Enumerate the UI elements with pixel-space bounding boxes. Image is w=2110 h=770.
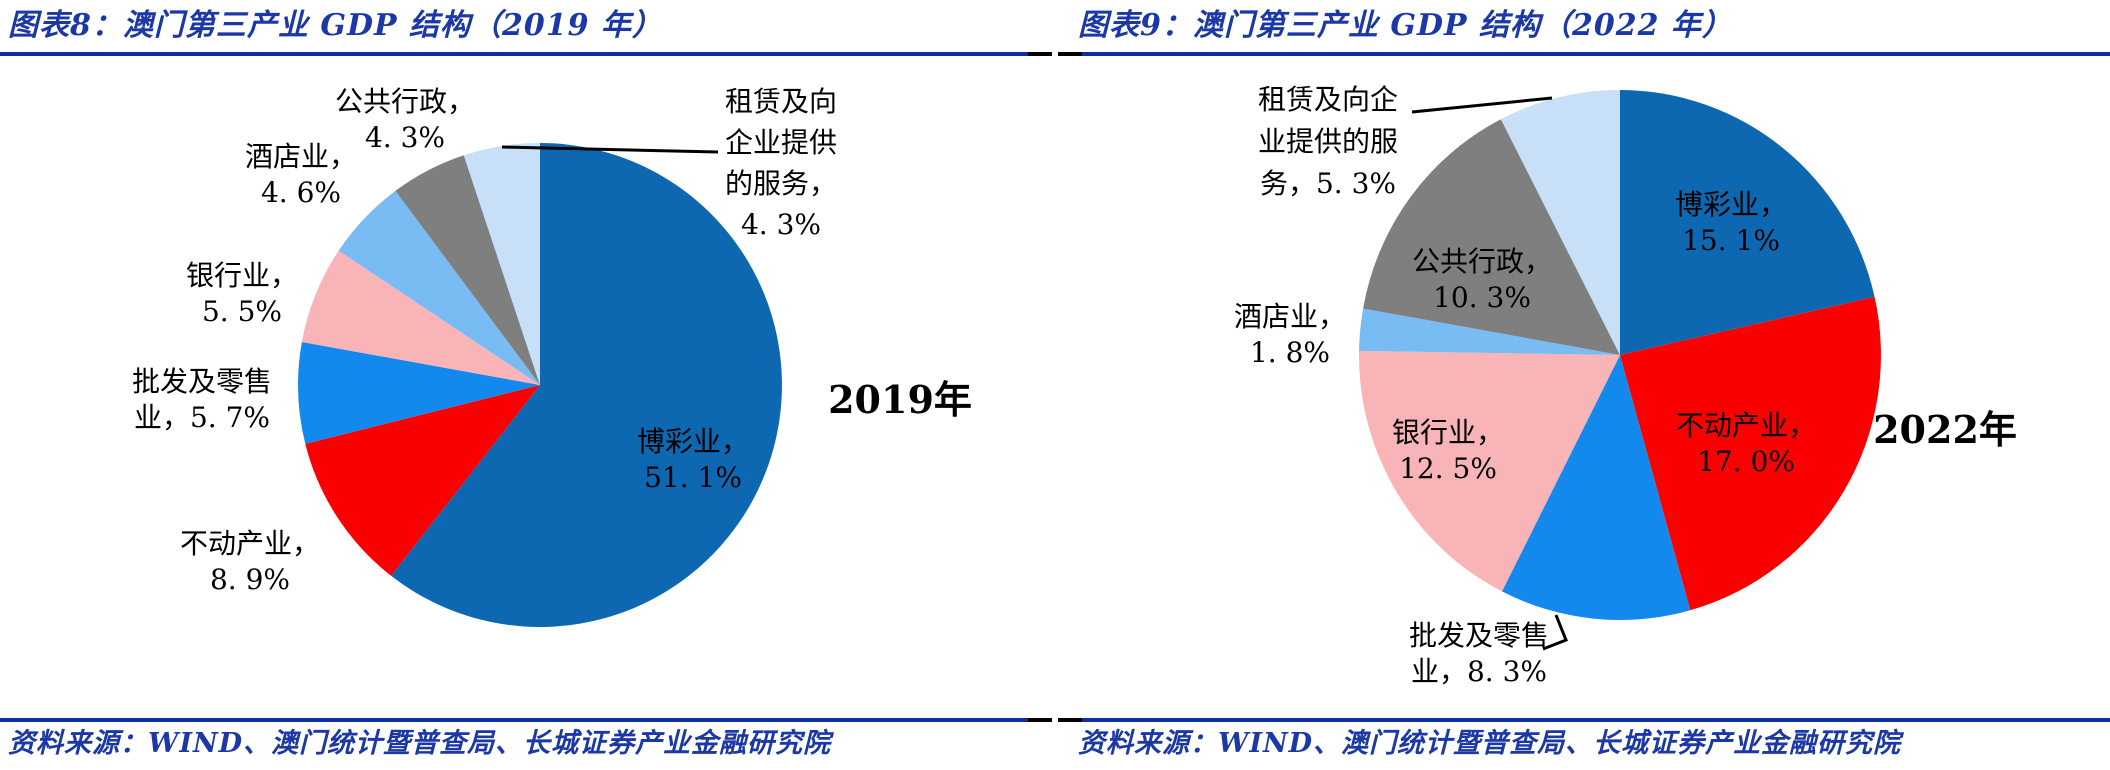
rule-black-segment bbox=[1058, 718, 1082, 722]
figure-9-leader-line-0 bbox=[1411, 96, 1553, 114]
figure-9-leader-line-1 bbox=[1542, 614, 1568, 651]
figure-9-title-rule bbox=[1058, 52, 2110, 56]
figure-9-bottom-rule bbox=[1058, 718, 2110, 722]
figure-9-title: 图表9：澳门第三产业 GDP 结构（2022 年） bbox=[1078, 8, 1733, 43]
figure-9-source: 资料来源：WIND、澳门统计暨普查局、长城证券产业金融研究院 bbox=[1078, 728, 1902, 759]
figure-8-title: 图表8：澳门第三产业 GDP 结构（2019 年） bbox=[8, 8, 663, 43]
figure-8-bottom-rule bbox=[0, 718, 1052, 722]
figure-8-slice-hotels bbox=[338, 190, 540, 385]
rule-black-segment bbox=[1058, 52, 1082, 56]
rule-blue-segment bbox=[0, 718, 1028, 722]
figure-9-slice-wholesale-retail bbox=[1502, 355, 1691, 621]
figure-8-source: 资料来源：WIND、澳门统计暨普查局、长城证券产业金融研究院 bbox=[8, 728, 832, 759]
figure-9-slice-hotels bbox=[1359, 308, 1620, 355]
figure-9-slice-public-admin bbox=[1363, 119, 1620, 355]
figure-8-slice-wholesale-retail bbox=[298, 342, 540, 444]
rule-black-segment bbox=[1028, 718, 1052, 722]
figure-8-slice-gaming bbox=[391, 143, 782, 627]
figure-8-slice-banking bbox=[301, 250, 540, 385]
rule-black-segment bbox=[1028, 52, 1052, 56]
figure-9-slice-real-estate bbox=[1620, 296, 1881, 611]
figure-8-slice-public-admin bbox=[395, 155, 540, 385]
figure-8-slice-real-estate bbox=[305, 385, 540, 576]
figure-8-slice-rental-and-business-services bbox=[463, 143, 540, 385]
figure-9-slice-banking bbox=[1358, 350, 1620, 592]
figure-9-slice-rental-and-business-services bbox=[1500, 90, 1620, 355]
figure-9-slice-gaming bbox=[1620, 90, 1875, 355]
figure-8-leader-line-0 bbox=[501, 145, 719, 154]
figure-8-title-rule bbox=[0, 52, 1052, 56]
rule-blue-segment bbox=[1082, 718, 2110, 722]
rule-blue-segment bbox=[0, 52, 1028, 56]
rule-blue-segment bbox=[1082, 52, 2110, 56]
